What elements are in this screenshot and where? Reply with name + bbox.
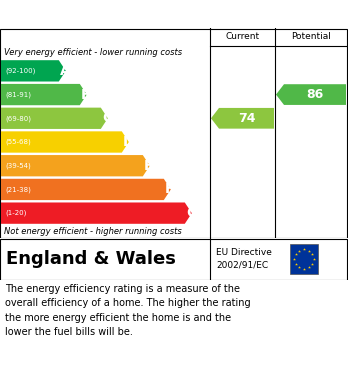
Text: Not energy efficient - higher running costs: Not energy efficient - higher running co… (4, 227, 182, 236)
Polygon shape (1, 108, 108, 129)
Text: (69-80): (69-80) (5, 115, 31, 122)
Text: Potential: Potential (292, 32, 331, 41)
Text: C: C (102, 111, 112, 125)
Polygon shape (1, 131, 129, 152)
Text: Energy Efficiency Rating: Energy Efficiency Rating (69, 7, 279, 22)
Text: The energy efficiency rating is a measure of the
overall efficiency of a home. T: The energy efficiency rating is a measur… (5, 284, 251, 337)
Text: A: A (60, 64, 71, 78)
Polygon shape (1, 60, 66, 81)
Text: EU Directive: EU Directive (216, 248, 272, 257)
Text: (21-38): (21-38) (5, 186, 31, 193)
Text: B: B (81, 88, 92, 102)
Polygon shape (1, 155, 150, 176)
Bar (290, 244, 318, 274)
Text: F: F (165, 183, 174, 196)
Polygon shape (1, 179, 171, 200)
Text: 74: 74 (238, 112, 255, 125)
Text: Current: Current (226, 32, 260, 41)
Polygon shape (1, 203, 192, 224)
Text: (39-54): (39-54) (5, 163, 31, 169)
Text: (1-20): (1-20) (5, 210, 26, 216)
Text: (55-68): (55-68) (5, 139, 31, 145)
Text: 2002/91/EC: 2002/91/EC (216, 261, 268, 270)
Text: E: E (144, 159, 153, 173)
Polygon shape (276, 84, 346, 105)
Text: 86: 86 (306, 88, 324, 101)
Polygon shape (211, 108, 274, 129)
Text: (81-91): (81-91) (5, 91, 31, 98)
Text: England & Wales: England & Wales (6, 250, 176, 268)
Text: (92-100): (92-100) (5, 68, 35, 74)
Text: D: D (123, 135, 134, 149)
Text: Very energy efficient - lower running costs: Very energy efficient - lower running co… (4, 48, 182, 57)
Polygon shape (1, 84, 87, 105)
Text: G: G (186, 206, 197, 220)
